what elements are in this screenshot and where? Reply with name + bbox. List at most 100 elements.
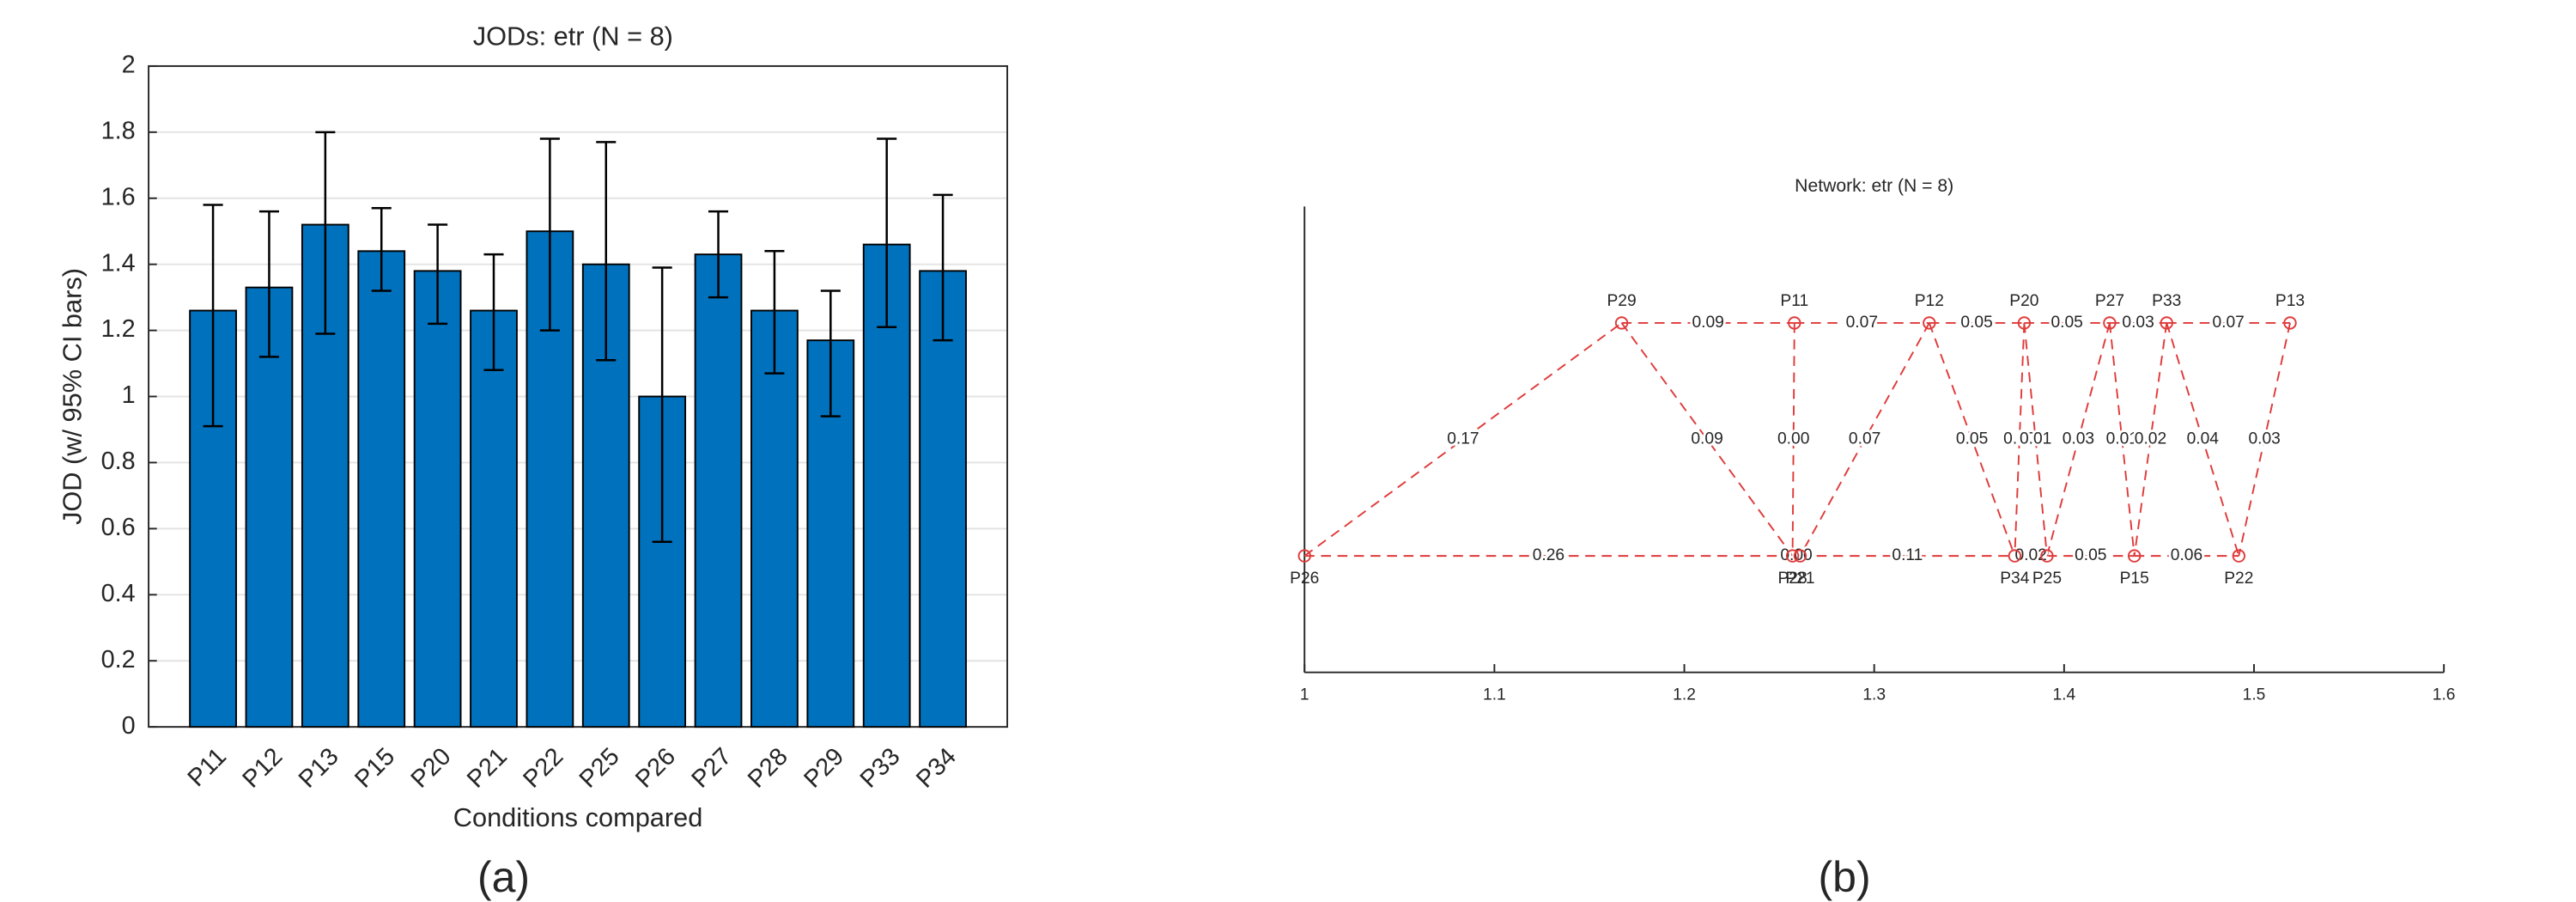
node-label: P25 — [2032, 570, 2062, 588]
edge-label: 0.07 — [2212, 314, 2244, 332]
y-tick-label: 0.2 — [101, 646, 136, 673]
edge-label: 0.09 — [1692, 314, 1723, 332]
y-tick-label: 0 — [122, 712, 136, 740]
edge-label: 0.04 — [2187, 430, 2220, 448]
node — [1923, 316, 1936, 330]
x-tick-label: P25 — [574, 743, 625, 794]
edge-label: 0.03 — [2063, 430, 2094, 448]
node — [2283, 316, 2297, 330]
x-tick-label: P21 — [462, 743, 513, 794]
x-tick-label: 1.5 — [2243, 686, 2266, 704]
y-axis-label: JOD (w/ 95% CI bars) — [58, 268, 88, 525]
edge-label: 0.17 — [1447, 430, 1479, 448]
edge — [2108, 322, 2136, 557]
edge-label: 0.09 — [1691, 430, 1722, 448]
edge-label: 0.06 — [2171, 546, 2202, 564]
node — [2160, 316, 2173, 330]
node — [1793, 549, 1807, 563]
edge-label: 0.00 — [2003, 430, 2035, 448]
node — [2103, 316, 2117, 330]
node — [2232, 549, 2246, 563]
edge-label: 0.00 — [1780, 546, 1812, 564]
node-label: P28 — [1777, 570, 1807, 588]
node-label: P34 — [2000, 570, 2030, 588]
edge — [2014, 322, 2026, 557]
node — [2008, 549, 2022, 563]
edge-label: 0.07 — [1846, 314, 1878, 332]
y-tick-label: 1.4 — [101, 249, 136, 277]
node-label: P22 — [2224, 570, 2253, 588]
y-tick-label: 0.8 — [101, 448, 136, 475]
x-tick-label: P27 — [687, 743, 738, 794]
x-tick-label: P13 — [294, 743, 344, 794]
edge — [1928, 322, 2016, 557]
x-tick-label: P20 — [406, 743, 457, 794]
node-label: P15 — [2120, 570, 2149, 588]
edge-label: 0.00 — [1777, 430, 1809, 448]
x-tick-label: P33 — [855, 743, 906, 794]
bar — [919, 270, 967, 728]
edge-label: 0.11 — [1892, 546, 1923, 564]
y-tick-label: 0.6 — [101, 514, 136, 541]
edge-label: 0.05 — [2050, 314, 2082, 332]
edge-label: 0.02 — [2135, 430, 2166, 448]
x-tick-label: 1.6 — [2433, 686, 2456, 704]
x-tick-label: P12 — [237, 743, 288, 794]
edge — [2046, 322, 2111, 557]
edge-label: 0.02 — [2014, 546, 2046, 564]
x-tick-label: 1.1 — [1483, 686, 1506, 704]
chart-title: JODs: etr (N = 8) — [473, 21, 673, 51]
edge — [1791, 322, 1795, 557]
edge-label: 0.01 — [2020, 430, 2051, 448]
node — [1297, 549, 1311, 563]
edge-label: 0.03 — [2248, 430, 2280, 448]
y-tick-label: 1.6 — [101, 183, 136, 210]
panel-caption: (b) — [1819, 853, 1871, 901]
x-tick-label: P29 — [799, 743, 849, 794]
edge — [1620, 322, 1794, 557]
chart-title: Network: etr (N = 8) — [1795, 176, 1953, 196]
node — [2017, 316, 2032, 330]
y-tick-label: 1.8 — [101, 117, 136, 144]
node-label: P11 — [1780, 292, 1808, 310]
x-tick-label: 1.4 — [2052, 686, 2075, 704]
y-tick-label: 1 — [122, 381, 136, 409]
x-axis-label: Conditions compared — [453, 802, 703, 832]
node — [1614, 316, 1629, 330]
y-tick-label: 1.2 — [101, 315, 136, 343]
x-tick-label: 1 — [1300, 686, 1309, 704]
bar — [245, 286, 294, 728]
plot-frame — [148, 64, 1009, 728]
node-label: P27 — [2095, 292, 2124, 310]
edge-label: 0.07 — [1849, 430, 1880, 448]
x-tick-label: P22 — [518, 743, 568, 794]
x-tick-label: P11 — [183, 743, 232, 792]
edge-label: 0.26 — [1533, 546, 1564, 564]
bar — [357, 250, 406, 728]
edge — [2023, 322, 2048, 557]
edge — [2133, 322, 2168, 557]
bar — [413, 270, 462, 728]
edge — [2166, 322, 2240, 557]
x-tick-label: 1.2 — [1673, 686, 1696, 704]
node-label: P13 — [2275, 292, 2305, 310]
x-tick-label: P26 — [630, 743, 681, 794]
node-label: P29 — [1607, 292, 1636, 310]
edge-label: 0.01 — [2106, 430, 2138, 448]
y-tick-label: 0.4 — [101, 580, 136, 607]
x-tick-label: P15 — [349, 743, 400, 794]
edge-label: 0.05 — [2075, 546, 2106, 564]
node-label: P26 — [1290, 570, 1319, 588]
edge — [2238, 322, 2291, 557]
edge — [1799, 322, 1930, 557]
edge-label: 0.05 — [1956, 430, 1988, 448]
x-tick-label: P34 — [911, 743, 962, 794]
node-label: P21 — [1785, 570, 1814, 588]
node-label: P20 — [2009, 292, 2038, 310]
x-tick-label: P28 — [743, 743, 793, 794]
y-tick-label: 2 — [122, 52, 136, 79]
edge-label: 0.03 — [2122, 314, 2154, 332]
panel-caption: (a) — [477, 853, 530, 901]
